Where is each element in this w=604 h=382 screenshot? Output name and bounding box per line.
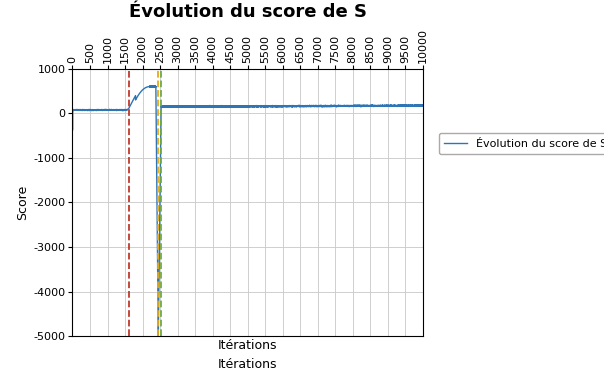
Évolution du score de S (402, 104, 410, 108)
Évolution du score de S (419, 104, 426, 108)
Évolution du score de S (306, 104, 313, 108)
Y-axis label: Score: Score (16, 185, 29, 220)
Évolution du score de S (147, 84, 155, 88)
Legend: Évolution du score de S: Évolution du score de S (439, 133, 604, 154)
Text: Itérations: Itérations (218, 358, 277, 371)
Title: Évolution du score de S: Évolution du score de S (129, 3, 367, 21)
Évolution du score de S (310, 104, 318, 108)
Évolution du score de S (155, 334, 162, 338)
Évolution du score de S (274, 104, 281, 108)
Évolution du score de S (69, 107, 76, 112)
X-axis label: Itérations: Itérations (218, 339, 277, 352)
Line: Évolution du score de S: Évolution du score de S (72, 86, 423, 336)
Évolution du score de S (104, 107, 112, 112)
Évolution du score de S (138, 89, 145, 94)
